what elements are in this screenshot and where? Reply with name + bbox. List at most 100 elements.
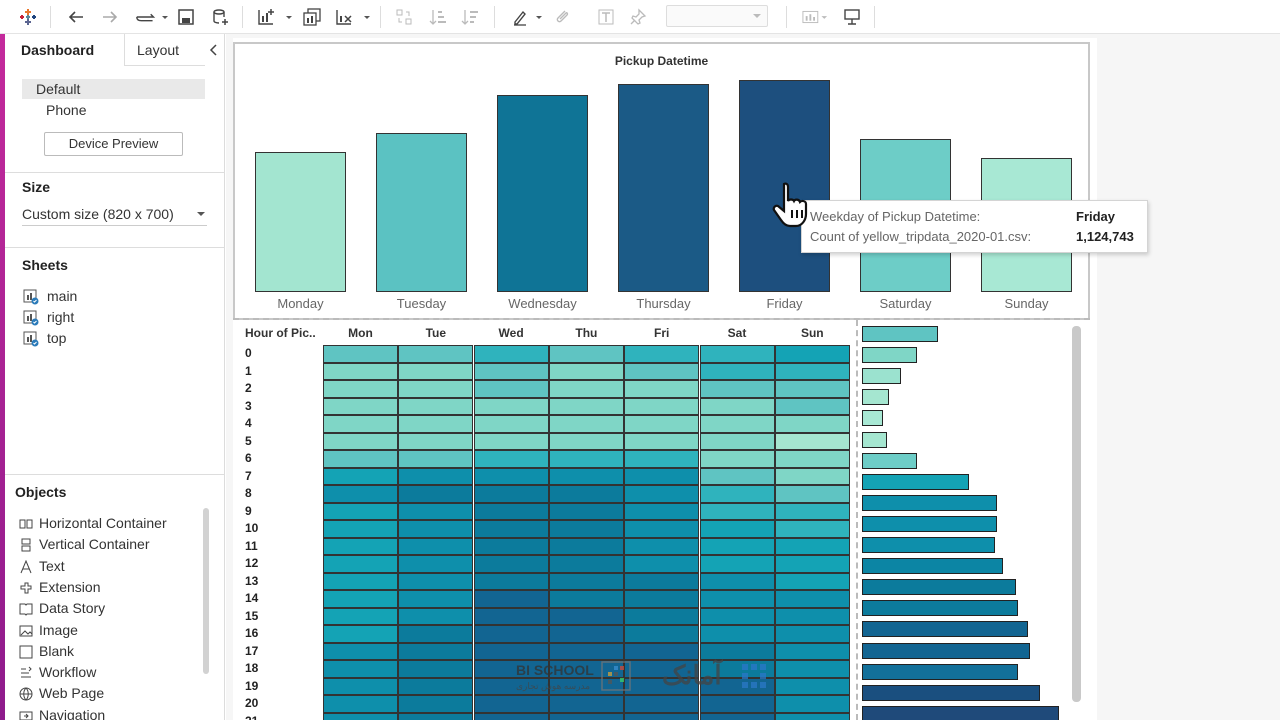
heatmap-cell[interactable] bbox=[774, 555, 850, 573]
heatmap-cell[interactable] bbox=[473, 432, 549, 450]
heatmap-cell[interactable] bbox=[473, 467, 549, 485]
heatmap-cell[interactable] bbox=[323, 625, 398, 643]
heatmap-cell[interactable] bbox=[699, 502, 775, 520]
heatmap-cell[interactable] bbox=[323, 467, 398, 485]
hour-label[interactable]: 1 bbox=[245, 363, 252, 378]
presentation-mode-icon[interactable] bbox=[842, 7, 862, 27]
hour-label[interactable]: 0 bbox=[245, 346, 252, 360]
heatmap-cell[interactable] bbox=[473, 660, 549, 678]
heatmap-cell[interactable] bbox=[624, 362, 700, 380]
hour-bar[interactable] bbox=[862, 431, 887, 448]
heatmap-cell[interactable] bbox=[548, 572, 624, 590]
object-item-text[interactable]: Text bbox=[19, 556, 65, 576]
sheet-item-right[interactable]: right bbox=[23, 307, 74, 327]
hour-label[interactable]: 12 bbox=[245, 556, 259, 570]
heatmap-cell[interactable] bbox=[624, 485, 700, 503]
heatmap-cell[interactable] bbox=[548, 397, 624, 415]
heatmap-cell[interactable] bbox=[774, 415, 850, 433]
heatmap-cell[interactable] bbox=[398, 415, 474, 433]
day-header-wed[interactable]: Wed bbox=[498, 326, 524, 340]
heatmap-cell[interactable] bbox=[323, 502, 398, 520]
heatmap-cell[interactable] bbox=[548, 537, 624, 555]
hour-label[interactable]: 2 bbox=[245, 381, 252, 395]
heatmap-cell[interactable] bbox=[323, 450, 398, 468]
heatmap-cell[interactable] bbox=[548, 695, 624, 713]
hour-label[interactable]: 19 bbox=[245, 678, 259, 693]
chevron-left-icon[interactable] bbox=[208, 43, 220, 57]
heatmap-cell[interactable] bbox=[323, 380, 398, 398]
heatmap-cell[interactable] bbox=[323, 660, 398, 678]
fit-dropdown[interactable] bbox=[666, 5, 768, 27]
tab-layout[interactable]: Layout bbox=[125, 34, 205, 66]
new-data-source-icon[interactable] bbox=[210, 7, 230, 27]
hour-label[interactable]: 20 bbox=[245, 696, 259, 710]
heatmap-cell[interactable] bbox=[323, 607, 398, 625]
chevron-down-icon[interactable] bbox=[284, 7, 294, 27]
day-header-sun[interactable]: Sun bbox=[800, 326, 824, 340]
heatmap-cell[interactable] bbox=[774, 362, 850, 380]
heatmap-cell[interactable] bbox=[699, 485, 775, 503]
heatmap-cell[interactable] bbox=[473, 450, 549, 468]
heatmap-cell[interactable] bbox=[548, 450, 624, 468]
hour-bar[interactable] bbox=[862, 515, 997, 532]
heatmap-cell[interactable] bbox=[398, 660, 474, 678]
hour-label[interactable]: 14 bbox=[245, 591, 259, 605]
heatmap-cell[interactable] bbox=[323, 572, 398, 590]
heatmap-cell[interactable] bbox=[548, 555, 624, 573]
heatmap-cell[interactable] bbox=[473, 537, 549, 555]
heatmap-cell[interactable] bbox=[699, 607, 775, 625]
heatmap-cell[interactable] bbox=[473, 362, 549, 380]
heatmap-cell[interactable] bbox=[548, 380, 624, 398]
heatmap-cell[interactable] bbox=[398, 467, 474, 485]
hour-bar[interactable] bbox=[862, 579, 1016, 596]
day-header-tue[interactable]: Tue bbox=[425, 326, 447, 340]
heatmap-cell[interactable] bbox=[398, 432, 474, 450]
heatmap-cell[interactable] bbox=[473, 607, 549, 625]
hour-bar[interactable] bbox=[862, 494, 997, 511]
heatmap-cell[interactable] bbox=[473, 695, 549, 713]
hour-header[interactable]: Hour of Pic.. bbox=[245, 326, 316, 340]
heatmap-cell[interactable] bbox=[699, 695, 775, 713]
duplicate-sheet-icon[interactable] bbox=[302, 7, 322, 27]
hour-bar[interactable] bbox=[862, 326, 938, 342]
redo-icon[interactable] bbox=[100, 7, 120, 27]
sort-descending-icon[interactable] bbox=[460, 7, 480, 27]
heatmap-cell[interactable] bbox=[699, 362, 775, 380]
heatmap-cell[interactable] bbox=[774, 432, 850, 450]
heatmap-cell[interactable] bbox=[699, 450, 775, 468]
sheet-item-main[interactable]: main bbox=[23, 286, 77, 306]
heatmap-cell[interactable] bbox=[398, 590, 474, 608]
heatmap-cell[interactable] bbox=[323, 345, 398, 363]
hour-bar[interactable] bbox=[862, 558, 1003, 575]
heatmap-cell[interactable] bbox=[624, 572, 700, 590]
undo-icon[interactable] bbox=[66, 7, 86, 27]
heatmap-cell[interactable] bbox=[473, 555, 549, 573]
bar-thursday[interactable] bbox=[618, 84, 709, 292]
heatmap-cell[interactable] bbox=[774, 537, 850, 555]
heatmap-cell[interactable] bbox=[774, 695, 850, 713]
hour-label[interactable]: 15 bbox=[245, 608, 259, 623]
hour-label[interactable]: 7 bbox=[245, 468, 252, 483]
heatmap-cell[interactable] bbox=[624, 415, 700, 433]
size-dropdown[interactable]: Custom size (820 x 700) bbox=[22, 204, 207, 226]
chevron-down-icon[interactable] bbox=[534, 7, 544, 27]
hour-bar[interactable] bbox=[862, 705, 1059, 720]
hour-bar[interactable] bbox=[862, 389, 889, 406]
heatmap-cell[interactable] bbox=[473, 345, 549, 363]
heatmap-cell[interactable] bbox=[473, 677, 549, 695]
heatmap-cell[interactable] bbox=[624, 450, 700, 468]
hour-label[interactable]: 6 bbox=[245, 451, 252, 465]
heatmap-cell[interactable] bbox=[323, 397, 398, 415]
heatmap-cell[interactable] bbox=[548, 712, 624, 720]
object-item-image[interactable]: Image bbox=[19, 620, 78, 640]
heatmap-cell[interactable] bbox=[699, 572, 775, 590]
heatmap-cell[interactable] bbox=[624, 537, 700, 555]
heatmap-cell[interactable] bbox=[398, 555, 474, 573]
object-item-vertical-container[interactable]: Vertical Container bbox=[19, 534, 150, 554]
heatmap-cell[interactable] bbox=[548, 607, 624, 625]
hour-label[interactable]: 17 bbox=[245, 643, 259, 658]
day-header-thu[interactable]: Thu bbox=[575, 326, 598, 340]
heatmap-cell[interactable] bbox=[398, 712, 474, 720]
heatmap-cell[interactable] bbox=[473, 502, 549, 520]
heatmap-cell[interactable] bbox=[699, 432, 775, 450]
